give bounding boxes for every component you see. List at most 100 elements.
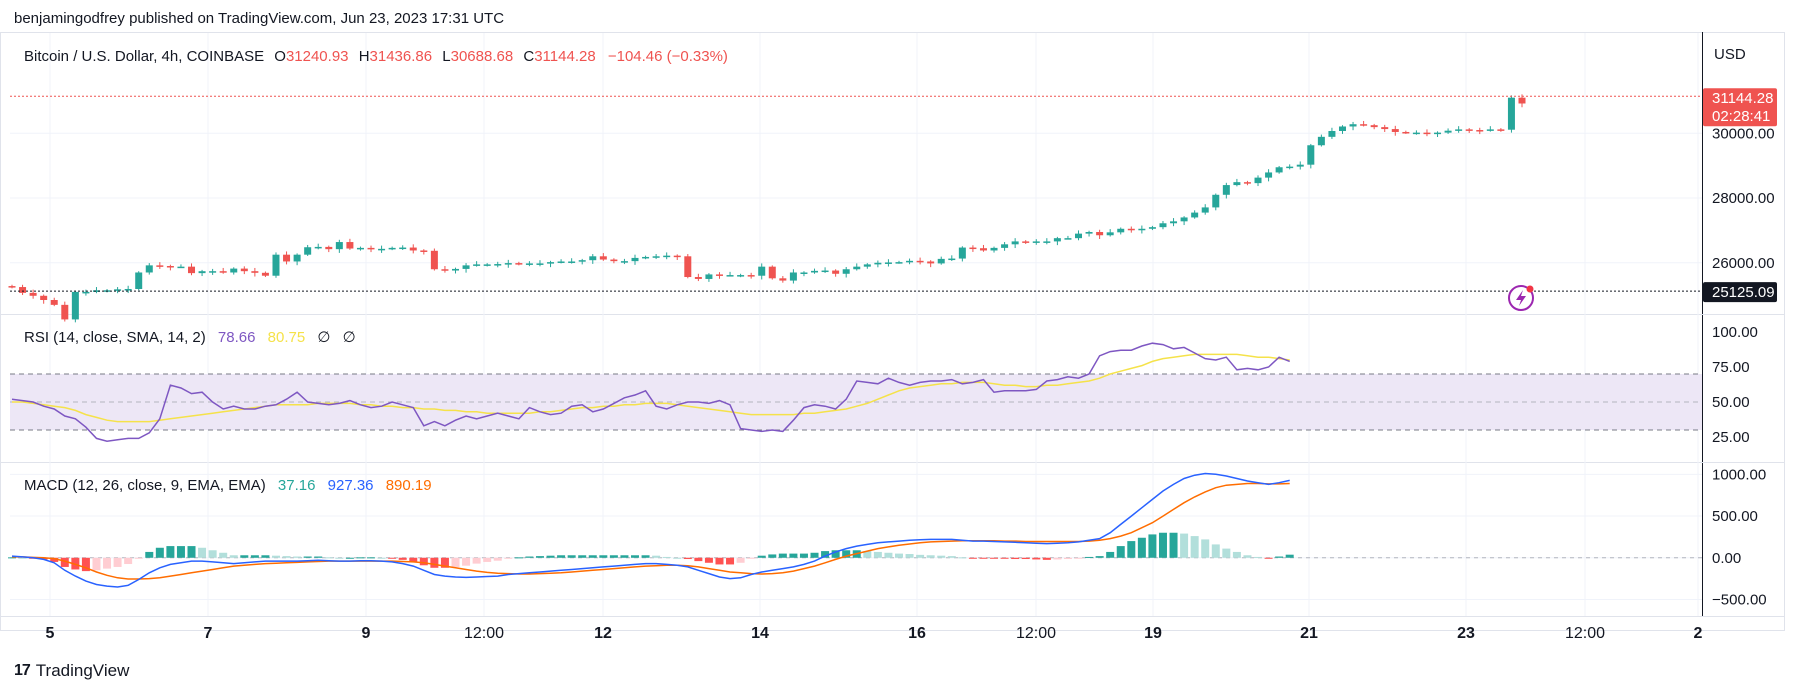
candle-body xyxy=(1370,125,1378,128)
macd-hist-bar xyxy=(483,557,492,562)
macd-hist-bar xyxy=(799,553,808,558)
candle-body xyxy=(884,262,892,264)
candle-body xyxy=(557,261,565,263)
tradingview-logo-icon: 17 xyxy=(14,662,31,679)
x-tick-label: 12:00 xyxy=(1565,625,1605,642)
price-tick-label: 26000.00 xyxy=(1712,255,1775,272)
candle-body xyxy=(378,248,386,251)
macd-hist-bar xyxy=(1095,556,1104,558)
macd-hist-bar xyxy=(1158,532,1167,558)
macd-hist-bar xyxy=(778,553,787,558)
macd-hist-bar xyxy=(1190,536,1199,558)
macd-hist-bar xyxy=(504,557,513,559)
x-tick-label: 21 xyxy=(1300,625,1318,642)
price-axis[interactable]: USD 30000.00 28000.00 26000.00 100.00 75.00 5… xyxy=(1712,46,1775,608)
candle-body xyxy=(92,290,100,292)
candle-body xyxy=(1465,129,1473,131)
macd-hist-bar xyxy=(578,555,587,558)
macd-hist-bar xyxy=(704,557,713,563)
candle-body xyxy=(272,254,280,276)
tradingview-brand[interactable]: 17 TradingView xyxy=(14,661,129,681)
macd-hist-bar xyxy=(947,556,956,558)
macd-hist-bar xyxy=(145,551,154,558)
macd-hist-bar xyxy=(842,550,851,558)
macd-hist-bar xyxy=(18,557,27,559)
candle-body xyxy=(420,250,428,252)
macd-hist-bar xyxy=(652,555,661,558)
candle-body xyxy=(1064,238,1072,240)
macd-hist-bar xyxy=(451,557,460,567)
candle-body xyxy=(979,248,987,251)
candle-body xyxy=(1381,127,1389,130)
macd-hist-bar xyxy=(926,555,935,558)
candle-body xyxy=(895,262,903,264)
candle-body xyxy=(1476,130,1484,132)
candle-body xyxy=(156,265,164,267)
macd-hist-bar xyxy=(588,555,597,558)
macd-legend: MACD (12, 26, close, 9, EMA, EMA) 37.16 … xyxy=(24,477,432,494)
macd-hist-bar xyxy=(314,556,323,558)
candle-body xyxy=(832,270,840,274)
candle-body xyxy=(8,286,16,288)
candle-body xyxy=(779,278,787,281)
macd-hist-bar xyxy=(1180,533,1189,558)
candle-body xyxy=(1243,182,1251,184)
macd-hist-bar xyxy=(250,555,259,558)
candle-body xyxy=(124,288,132,291)
macd-tick-label: 1000.00 xyxy=(1712,466,1766,483)
candle-body xyxy=(863,264,871,267)
candle-body xyxy=(1455,129,1463,131)
candle-body xyxy=(1286,166,1294,169)
time-axis[interactable]: 5 7 9 12:00 12 14 16 12:00 19 21 23 12:00 2 xyxy=(46,625,1703,642)
macd-hist-bar xyxy=(155,547,164,558)
macd-hist-bar xyxy=(546,555,555,558)
macd-hist-bar xyxy=(557,555,566,558)
candle-body xyxy=(219,271,227,273)
rsi-tick-label: 75.00 xyxy=(1712,359,1750,376)
price-pane xyxy=(8,94,1526,323)
macd-hist-bar xyxy=(1254,556,1263,558)
macd-hist-bar xyxy=(1053,557,1062,560)
lightning-icon[interactable] xyxy=(1508,285,1534,311)
candle-body xyxy=(1043,241,1051,243)
macd-hist-bar xyxy=(219,552,228,558)
macd-hist-bar xyxy=(609,555,618,558)
macd-hist-bar xyxy=(1211,544,1220,558)
candle-body xyxy=(536,263,544,265)
macd-hist-bar xyxy=(683,557,692,560)
candle-body xyxy=(578,260,586,262)
candle-body xyxy=(61,304,69,320)
macd-hist-bar xyxy=(1000,557,1009,559)
macd-hist-bar xyxy=(968,557,977,559)
candle-body xyxy=(715,274,723,276)
candle-body xyxy=(620,261,628,263)
candle-body xyxy=(1180,217,1188,222)
price-legend: Bitcoin / U.S. Dollar, 4h, COINBASE O312… xyxy=(24,48,728,65)
candle-body xyxy=(283,254,291,262)
macd-hist-bar xyxy=(60,557,69,567)
candle-body xyxy=(177,266,185,269)
macd-hist-bar xyxy=(356,557,365,559)
macd-hist-bar xyxy=(324,557,333,559)
candle-body xyxy=(1222,185,1230,195)
macd-hist-bar xyxy=(198,547,207,558)
macd-hist-bar xyxy=(240,555,249,558)
candle-body xyxy=(547,262,555,264)
macd-hist-bar xyxy=(884,552,893,558)
macd-hist-bar xyxy=(694,557,703,562)
macd-hist-bar xyxy=(535,556,544,558)
x-tick-label: 12:00 xyxy=(464,625,504,642)
candle-body xyxy=(114,289,122,291)
change-value: −104.46 (−0.33%) xyxy=(608,48,728,65)
macd-hist-bar xyxy=(747,557,756,559)
macd-hist-bar xyxy=(1243,555,1252,558)
macd-hist-bar xyxy=(768,554,777,558)
candle-body xyxy=(494,264,502,266)
macd-hist-bar xyxy=(472,557,481,564)
candle-body xyxy=(1127,228,1135,231)
candle-body xyxy=(948,258,956,261)
macd-title: MACD (12, 26, close, 9, EMA, EMA) xyxy=(24,477,266,494)
candle-body xyxy=(1328,131,1336,137)
macd-hist-bar xyxy=(187,546,196,558)
